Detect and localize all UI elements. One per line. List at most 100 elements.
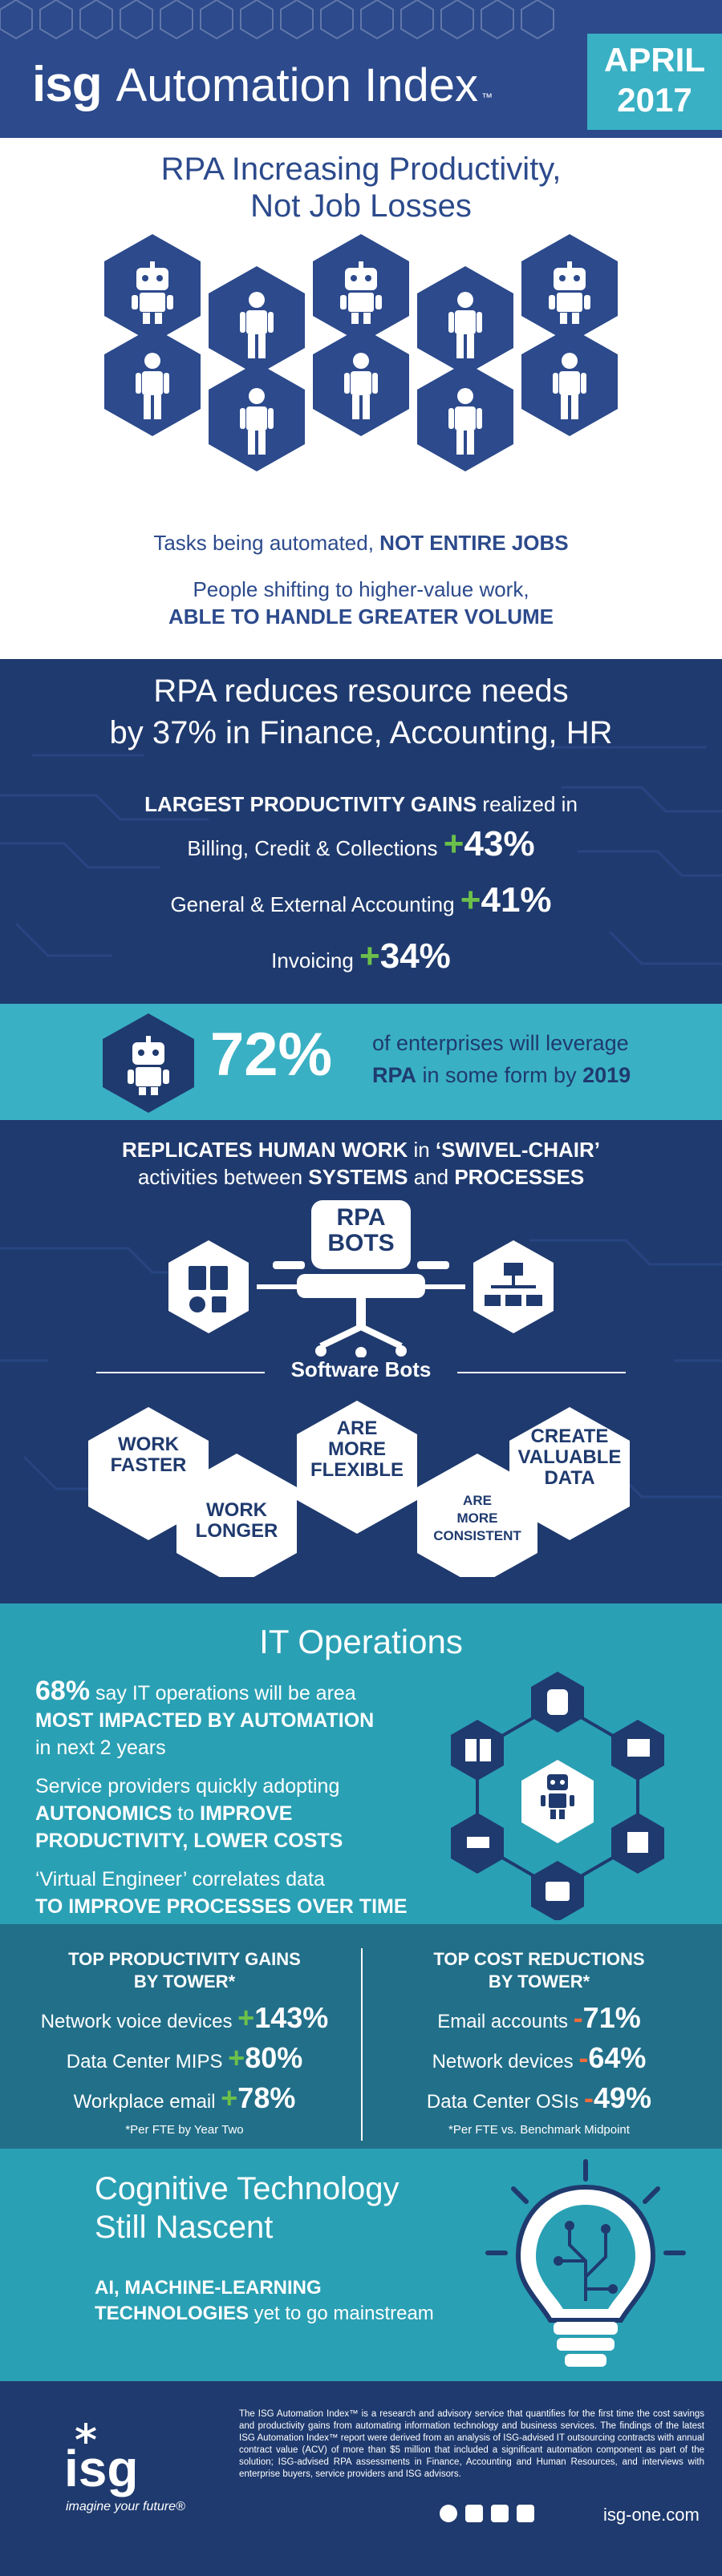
resource-section: RPA reduces resource needs by 37% in Fin…: [0, 659, 722, 1004]
twitter-icon[interactable]: [465, 2505, 483, 2522]
process-bold-1: REPLICATES HUMAN WORK: [121, 1138, 408, 1162]
software-bots-label: Software Bots: [265, 1357, 457, 1382]
intro-section: RPA Increasing Productivity, Not Job Los…: [0, 138, 722, 659]
tower-label: Data Center OSIs: [426, 2091, 579, 2113]
rpa-label: RPA: [336, 1204, 386, 1231]
database-icon: [547, 1689, 568, 1715]
itops-pct: 68%: [35, 1676, 91, 1706]
hex-robot-1: [104, 234, 201, 343]
hex-robot-3: [521, 234, 618, 343]
hex-person-4: [313, 327, 409, 436]
plus-sign: +: [237, 2001, 255, 2034]
date-year: 2017: [617, 81, 692, 119]
right-title: TOP COST REDUCTIONS BY TOWER*: [371, 1948, 708, 1993]
calculator-icon: [189, 1266, 228, 1312]
itops-title: IT Operations: [259, 1623, 463, 1660]
hex-person-3: [104, 327, 201, 436]
gain-label: Billing, Credit & Collections: [187, 836, 438, 860]
leverage-rpa: RPA: [372, 1063, 417, 1087]
process-section: REPLICATES HUMAN WORK in ‘SWIVEL-CHAIR’ …: [0, 1120, 722, 1665]
tower-value: 143%: [254, 2001, 329, 2034]
bot-line: FASTER: [110, 1454, 187, 1476]
bot-create-data: CREATE VALUABLE DATA: [509, 1426, 630, 1489]
leverage-line1: of enterprises will leverage: [372, 1031, 629, 1055]
leverage-mid: in some form by: [416, 1063, 583, 1087]
plus-sign: +: [443, 824, 464, 863]
divider-vertical: [361, 1948, 363, 2141]
bot-work-faster: WORK FASTER: [88, 1434, 209, 1476]
itops-improve: IMPROVE: [200, 1802, 293, 1825]
hex-person-6: [209, 362, 305, 471]
server-icon-1: [465, 1739, 477, 1761]
footer-tagline: imagine your future®: [66, 2500, 185, 2514]
gain-row-3: Invoicing +34%: [0, 936, 722, 977]
process-desc: REPLICATES HUMAN WORK in ‘SWIVEL-CHAIR’ …: [0, 1136, 722, 1191]
hex-person-5: [521, 327, 618, 436]
footer-body: The ISG Automation Index™ is a research …: [239, 2409, 704, 2479]
cognitive-title: Cognitive Technology Still Nascent: [95, 2170, 400, 2246]
tower-label: Network voice devices: [40, 2011, 233, 2032]
tower-label: Data Center MIPS: [66, 2051, 223, 2073]
bot-work-longer: WORK LONGER: [176, 1500, 297, 1542]
itops-autonomics: AUTONOMICS: [35, 1802, 172, 1825]
robot-hex-icon: [103, 1013, 194, 1113]
linkedin-icon[interactable]: [517, 2505, 534, 2522]
bot-line: CREATE: [530, 1425, 609, 1447]
cognitive-section: Cognitive Technology Still Nascent AI, M…: [0, 2149, 722, 2381]
plus-sign: +: [221, 2081, 238, 2114]
website-link[interactable]: isg-one.com: [603, 2505, 700, 2525]
itops-p1-tail: in next 2 years: [35, 1737, 166, 1759]
process-systems: SYSTEMS: [308, 1165, 408, 1189]
right-note: *Per FTE vs. Benchmark Midpoint: [448, 2123, 630, 2137]
gain-row-2: General & External Accounting +41%: [0, 880, 722, 920]
circuit-lines: [562, 2229, 610, 2301]
header: isg Automation Index ™ APRIL 2017: [0, 0, 722, 138]
plus-sign: +: [359, 936, 380, 976]
intro-line3: ABLE TO HANDLE GREATER VOLUME: [168, 605, 554, 629]
bot-more-flexible: ARE MORE FLEXIBLE: [297, 1418, 417, 1481]
bot-line: MORE: [328, 1438, 386, 1460]
gain-value: 43%: [464, 824, 535, 863]
intro-title-line1: RPA Increasing Productivity,: [160, 152, 562, 187]
tower-label: Email accounts: [437, 2011, 568, 2032]
rpa-bots-label: RPA BOTS: [311, 1205, 411, 1256]
date-badge: APRIL 2017: [587, 34, 722, 130]
cognitive-desc: AI, MACHINE-LEARNING TECHNOLOGIES yet to…: [95, 2275, 434, 2327]
plus-sign: +: [460, 880, 481, 920]
left-title-2: BY TOWER*: [133, 1971, 236, 1992]
cognitive-title-1: Cognitive Technology: [95, 2171, 400, 2206]
gains-intro-bold: LARGEST PRODUCTIVITY GAINS: [144, 792, 477, 816]
minus-sign: -: [573, 2001, 583, 2034]
blog-icon[interactable]: [440, 2505, 457, 2522]
tower-value: 78%: [237, 2081, 296, 2114]
gain-value: 34%: [379, 936, 451, 976]
bot-line: VALUABLE: [517, 1446, 622, 1468]
folder-icon: [546, 1882, 570, 1901]
left-note: *Per FTE by Year Two: [125, 2123, 244, 2137]
itops-p2-b3: PRODUCTIVITY, LOWER COSTS: [35, 1830, 343, 1852]
swivel-chair-diagram: [168, 1200, 554, 1358]
right-title-2: BY TOWER*: [488, 1971, 590, 1992]
monitor-icon: [627, 1739, 650, 1757]
it-ops-network-diagram: [451, 1672, 664, 1920]
facebook-icon[interactable]: [491, 2505, 509, 2522]
date-month: APRIL: [604, 41, 705, 79]
tower-value: 80%: [245, 2041, 303, 2074]
hex-robot-2: [313, 234, 409, 343]
bot-benefits-hexes: [88, 1401, 630, 1577]
center-robot-icon: [541, 1774, 574, 1819]
tower-gains-section: TOP PRODUCTIVITY GAINS BY TOWER* Network…: [0, 1924, 722, 2149]
rpa-chair-icon: [257, 1200, 465, 1358]
process-processes: PROCESSES: [454, 1165, 585, 1189]
leverage-percent: 72%: [210, 1021, 333, 1089]
right-row-2: Network devices -64%: [371, 2041, 708, 2075]
bot-line: ARE: [336, 1417, 378, 1439]
plus-sign: +: [228, 2041, 245, 2074]
server-icon-2: [480, 1739, 491, 1761]
social-links: [440, 2505, 534, 2522]
bot-more-consistent: ARE MORE CONSISTENT: [417, 1492, 537, 1545]
gain-label: Invoicing: [271, 948, 354, 973]
resource-title-line1: RPA reduces resource needs: [153, 673, 569, 709]
tagline-text: imagine your future: [66, 2500, 176, 2513]
gain-value: 41%: [481, 880, 552, 920]
